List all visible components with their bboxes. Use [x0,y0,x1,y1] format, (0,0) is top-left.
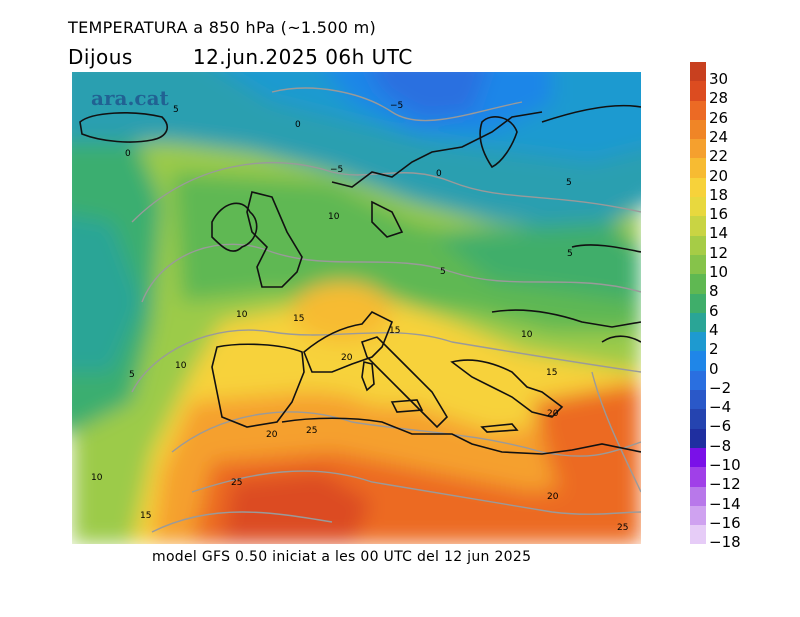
forecast-datetime: 12.jun.2025 06h UTC [192,45,413,69]
colorbar-label: 28 [709,89,729,108]
colorbar-swatch [690,351,706,371]
contour-label-group: 5 0 0 −5 0 −5 5 10 5 5 10 15 15 10 20 5 … [91,101,628,533]
colorbar-label: 10 [709,263,729,281]
colorbar-label: −10 [709,456,741,474]
contour-label: 5 [173,105,179,115]
contour-label: −5 [330,165,343,175]
colorbar-swatch [690,100,706,120]
contour-label: 25 [231,478,242,488]
contour-label: 5 [566,178,572,188]
colorbar-label: −2 [709,378,732,397]
colorbar-label: 26 [709,108,729,127]
colorbar-swatch [690,216,706,236]
contour-label: 5 [129,370,135,380]
map-canvas: 5 0 0 −5 0 −5 5 10 5 5 10 15 15 10 20 5 … [72,72,641,544]
colorbar-swatch [690,139,706,159]
colorbar-swatch [690,254,706,275]
contour-label: 25 [617,523,628,533]
colorbar-swatch [690,332,706,352]
colorbar-label: 22 [709,147,729,166]
map-subtitle: Dijous 12.jun.2025 06h UTC [68,45,413,69]
colorbar-swatch [690,409,706,429]
colorbar-label: −14 [709,494,741,513]
colorbar-swatch [690,293,706,313]
contour-label: 20 [266,430,278,440]
contour-label: 20 [547,409,559,419]
colorbar-swatch [690,447,706,468]
colorbar-swatch [690,158,706,178]
colorbar-label: 0 [709,359,719,378]
colorbar-label: 4 [709,320,719,339]
contour-label: 5 [567,249,573,259]
colorbar-label: −8 [709,436,732,455]
colorbar-swatch [690,428,706,448]
colorbar-label: 30 [709,70,729,88]
colorbar-label: 12 [709,243,729,262]
colorbar-swatch [690,81,706,101]
colorbar-swatch [690,119,706,140]
isotherm-lines [131,87,641,533]
colorbar-swatch [690,505,706,526]
contour-label: 0 [436,169,442,179]
colorbar-label: −18 [709,533,741,552]
contour-label: 10 [521,330,533,340]
colorbar-swatch [690,177,706,198]
colorbar-swatch [690,390,706,410]
temperature-map[interactable]: 5 0 0 −5 0 −5 5 10 5 5 10 15 15 10 20 5 … [72,72,641,544]
contour-label: 15 [140,511,151,521]
contour-label: 15 [546,368,557,378]
contour-label: −5 [390,101,403,111]
colorbar-label: −16 [709,513,741,532]
forecast-day: Dijous [68,45,133,69]
contour-label: 20 [547,492,559,502]
colorbar-label: 20 [709,166,729,185]
colorbar-swatch [690,525,706,545]
colorbar-swatch [690,312,706,333]
colorbar-swatch [690,274,706,294]
contour-label: 10 [328,212,340,222]
colorbar-label: −6 [709,417,732,436]
colorbar-label: −12 [709,475,741,494]
colorbar-label: 24 [709,127,729,146]
colorbar-label: 16 [709,205,729,224]
colorbar-label: 18 [709,185,729,204]
colorbar-swatch [690,197,706,217]
contour-label: 15 [293,314,304,324]
colorbar-swatch [690,235,706,255]
temperature-colorbar [690,62,706,545]
colorbar-label: 2 [709,340,719,359]
colorbar-label: 8 [709,282,719,301]
colorbar-label: 14 [709,224,729,243]
contour-label: 10 [175,361,187,371]
temperature-field [72,72,641,544]
contour-label: 0 [125,149,131,159]
colorbar-swatch [690,370,706,391]
contour-label: 15 [389,326,400,336]
contour-label: 5 [440,267,446,277]
map-title: TEMPERATURA a 850 hPa (~1.500 m) [68,18,377,37]
colorbar-label: 6 [709,301,719,320]
colorbar-swatch [690,486,706,506]
contour-label: 20 [341,353,353,363]
model-info: model GFS 0.50 iniciat a les 00 UTC del … [152,549,532,565]
colorbar-swatch [690,62,706,82]
contour-label: 10 [236,310,248,320]
site-watermark: ara.cat [91,86,169,110]
contour-label: 0 [295,120,301,130]
contour-label: 25 [306,426,317,436]
contour-label: 10 [91,473,103,483]
colorbar-label: −4 [709,398,732,417]
coastlines [79,104,641,455]
colorbar-swatch [690,467,706,487]
